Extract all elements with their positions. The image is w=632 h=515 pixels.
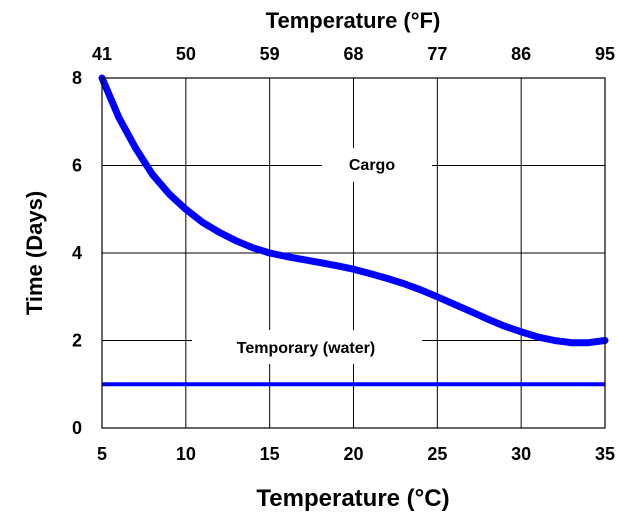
bottom-axis-title: Temperature (°C): [256, 485, 449, 512]
top-axis-title: Temperature (°F): [266, 8, 441, 33]
top-x-tick-label: 41: [92, 44, 112, 64]
top-x-tick-label: 59: [260, 44, 280, 64]
top-x-tick-label: 95: [595, 44, 615, 64]
annotation-cargo: Cargo: [349, 157, 395, 174]
top-x-tick-label: 68: [343, 44, 363, 64]
top-x-tick-label: 86: [511, 44, 531, 64]
y-axis-title: Time (Days): [22, 191, 47, 315]
top-x-tick-label: 50: [176, 44, 196, 64]
annotation-temporary-water: Temporary (water): [237, 340, 375, 357]
y-tick-label: 8: [72, 68, 82, 88]
series-line-cargo: [98, 74, 609, 347]
y-tick-label: 6: [72, 156, 82, 176]
y-tick-label: 2: [72, 331, 82, 351]
x-tick-label: 35: [595, 444, 615, 464]
y-tick-label: 0: [72, 418, 82, 438]
annotation-backgrounds: [192, 148, 432, 364]
x-tick-label: 25: [427, 444, 447, 464]
x-tick-label: 15: [260, 444, 280, 464]
x-tick-label: 5: [97, 444, 107, 464]
x-tick-label: 20: [343, 444, 363, 464]
annotation-cargo-background: [322, 148, 432, 182]
top-x-tick-label: 77: [427, 44, 447, 64]
series-group: [98, 74, 609, 387]
y-tick-label: 4: [72, 243, 82, 263]
plot-frame: [101, 77, 606, 429]
x-tick-label: 30: [511, 444, 531, 464]
annotation-water-background: [192, 330, 422, 364]
x-tick-label: 10: [176, 444, 196, 464]
